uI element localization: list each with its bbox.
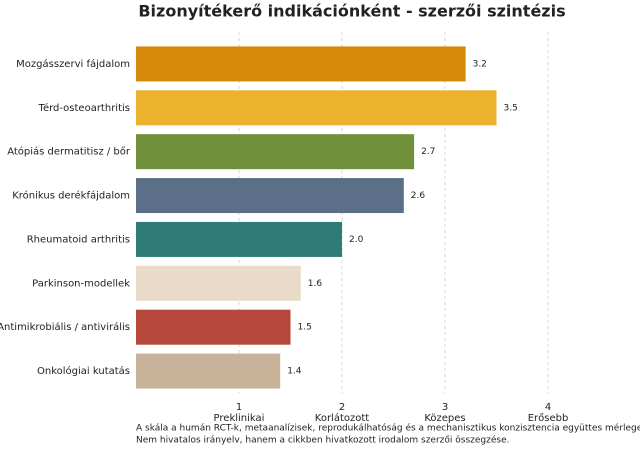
y-tick-label: Térd-osteoarthritis	[38, 102, 130, 114]
bar	[136, 309, 291, 345]
chart-title: Bizonyítékerő indikációnként - szerzői s…	[138, 2, 565, 21]
x-tick-label: 1 Preklinikai	[214, 402, 265, 424]
bar	[136, 265, 301, 301]
y-tick-label: Onkológiai kutatás	[37, 365, 130, 377]
bar	[136, 134, 415, 170]
y-tick-label: Parkinson-modellek	[32, 278, 130, 289]
x-tick-label: 2 Korlátozott	[315, 402, 370, 424]
bar	[136, 46, 466, 82]
y-tick-label: Mozgásszervi fájdalom	[16, 58, 130, 70]
value-label: 1.4	[287, 367, 302, 377]
y-tick-label: Atópiás dermatitisz / bőr	[7, 146, 131, 158]
bar	[136, 90, 497, 126]
value-label: 1.5	[298, 323, 312, 333]
value-label: 3.2	[473, 59, 487, 69]
value-label: 2.0	[349, 235, 364, 245]
y-tick-label: Rheumatoid arthritis	[27, 234, 130, 245]
value-label: 2.7	[421, 147, 435, 157]
y-tick-label: Krónikus derékfájdalom	[12, 190, 130, 202]
bar	[136, 221, 342, 257]
y-tick-label: Antimikrobiális / antivirális	[0, 321, 130, 333]
bar	[136, 353, 281, 389]
value-label: 1.6	[308, 279, 323, 289]
footnote: Nem hivatalos irányelv, hanem a cikkben …	[136, 435, 509, 446]
x-tick-label: 3 Közepes	[424, 402, 465, 424]
value-label: 2.6	[411, 191, 426, 201]
bar	[136, 178, 404, 214]
x-tick-label: 4 Erősebb	[528, 402, 569, 424]
footnote: A skála a humán RCT-k, metaanalízisek, r…	[136, 423, 640, 434]
value-label: 3.5	[504, 103, 518, 113]
